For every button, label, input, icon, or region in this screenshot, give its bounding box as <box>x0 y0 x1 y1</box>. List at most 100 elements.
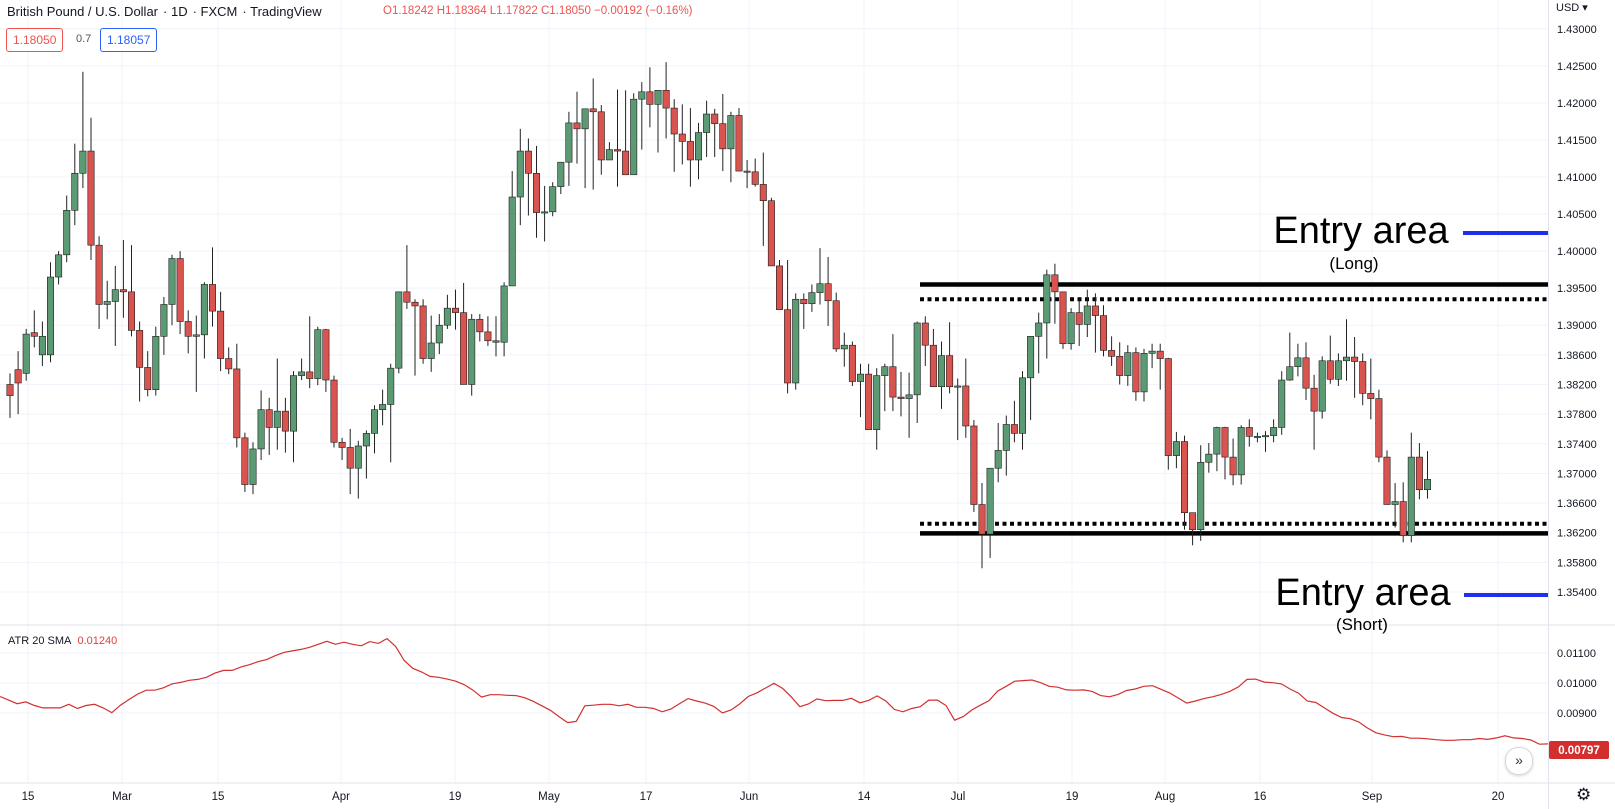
candle <box>832 292 840 352</box>
candle <box>265 397 273 455</box>
candle <box>1270 419 1278 443</box>
candle <box>1205 443 1213 473</box>
candle <box>1245 419 1253 447</box>
atr-line <box>0 637 1549 745</box>
symbol-name[interactable]: British Pound / U.S. Dollar <box>7 4 159 19</box>
candle <box>6 373 14 418</box>
price-tick-label: 1.41000 <box>1557 172 1597 184</box>
interval[interactable]: 1D <box>170 4 188 19</box>
candle <box>800 293 808 329</box>
candle <box>176 251 184 335</box>
spread-value: 0.7 <box>76 33 92 45</box>
candle <box>1083 289 1091 338</box>
candle <box>678 104 686 165</box>
settings-button[interactable]: ⚙ <box>1576 785 1591 805</box>
candle <box>1035 312 1043 374</box>
time-tick-label: 16 <box>1254 791 1267 803</box>
entry-area-short-title: Entry area <box>1275 572 1451 614</box>
candle <box>1116 342 1124 385</box>
candle <box>136 321 144 402</box>
candle <box>168 254 176 326</box>
time-tick-label: Sep <box>1362 791 1382 803</box>
price-tick-label: 1.40000 <box>1557 246 1597 258</box>
price-tick-label: 1.35400 <box>1557 587 1597 599</box>
price-tick-label: 1.37400 <box>1557 439 1597 451</box>
candle <box>30 310 38 348</box>
buy-button[interactable]: 1.18057 <box>100 28 158 52</box>
candle <box>119 239 127 318</box>
candle <box>1221 426 1229 480</box>
candle <box>1367 358 1375 420</box>
candle <box>314 326 322 386</box>
time-tick-label: Aug <box>1155 791 1175 803</box>
candle <box>848 341 856 386</box>
candle <box>1172 431 1180 469</box>
candle <box>22 328 30 381</box>
price-tick-label: 1.37000 <box>1557 468 1597 480</box>
candle <box>1326 335 1334 384</box>
candle <box>630 93 638 176</box>
candle <box>395 291 403 374</box>
candle <box>144 351 152 397</box>
symbol-header[interactable]: British Pound / U.S. Dollar · 1D · FXCM · T… <box>7 4 322 19</box>
candle <box>63 195 71 263</box>
candle <box>281 397 289 453</box>
time-tick-label: 19 <box>1066 791 1079 803</box>
candle <box>865 363 873 430</box>
candle <box>613 89 621 187</box>
time-tick-label: Jun <box>740 791 759 803</box>
scroll-to-realtime-button[interactable]: » <box>1505 747 1533 775</box>
candle <box>427 315 435 372</box>
candle <box>873 368 881 450</box>
candle <box>1189 512 1197 546</box>
candle <box>638 82 646 150</box>
low-value: L1.17822 <box>489 5 538 17</box>
entry-annotations: Entry area (Long) Entry area (Short) <box>1273 210 1548 634</box>
time-tick-label: 19 <box>449 791 462 803</box>
atr-tick-label: 0.01100 <box>1557 648 1596 660</box>
candle <box>1051 263 1059 324</box>
candle <box>1213 426 1221 472</box>
candle <box>889 334 897 412</box>
candle <box>686 108 694 187</box>
candle <box>1237 425 1245 485</box>
candle <box>711 108 719 157</box>
candle <box>881 363 889 412</box>
candle <box>435 314 443 355</box>
candle <box>929 328 937 388</box>
candle <box>1002 415 1010 476</box>
candle <box>403 245 411 309</box>
candle <box>605 142 613 161</box>
candle <box>184 310 192 354</box>
price-axis[interactable]: 1.43000 1.42500 1.42000 1.41500 1.41000 1.405… <box>1557 24 1597 599</box>
candle <box>994 423 1002 483</box>
candle <box>581 108 589 189</box>
candle <box>775 259 783 310</box>
sell-button[interactable]: 1.18050 <box>6 28 64 52</box>
candle <box>273 358 281 450</box>
candle <box>322 328 330 392</box>
candle <box>1181 435 1189 530</box>
time-tick-label: Apr <box>332 791 350 803</box>
candle <box>1010 400 1018 443</box>
candle <box>370 405 378 454</box>
candle <box>792 293 800 390</box>
atr-legend[interactable]: ATR 20 SMA 0.01240 <box>8 635 117 647</box>
candle <box>55 251 63 285</box>
candle <box>152 326 160 396</box>
currency-label[interactable]: USD ▾ <box>1556 2 1588 14</box>
candle <box>387 363 395 463</box>
atr-axis[interactable]: 0.01100 0.01000 0.00900 <box>1557 648 1597 720</box>
candle <box>703 100 711 157</box>
time-axis[interactable]: 15 Mar 15 Apr 19 May 17 Jun 14 Jul 19 Aug 16 Sep 20 <box>22 791 1505 803</box>
candle <box>856 363 864 418</box>
candle <box>225 347 233 375</box>
candle <box>217 291 225 372</box>
price-tick-label: 1.38600 <box>1557 350 1597 362</box>
candle <box>451 289 459 330</box>
candle <box>1100 305 1108 357</box>
candle <box>87 117 95 260</box>
high-value: H1.18364 <box>436 5 487 17</box>
